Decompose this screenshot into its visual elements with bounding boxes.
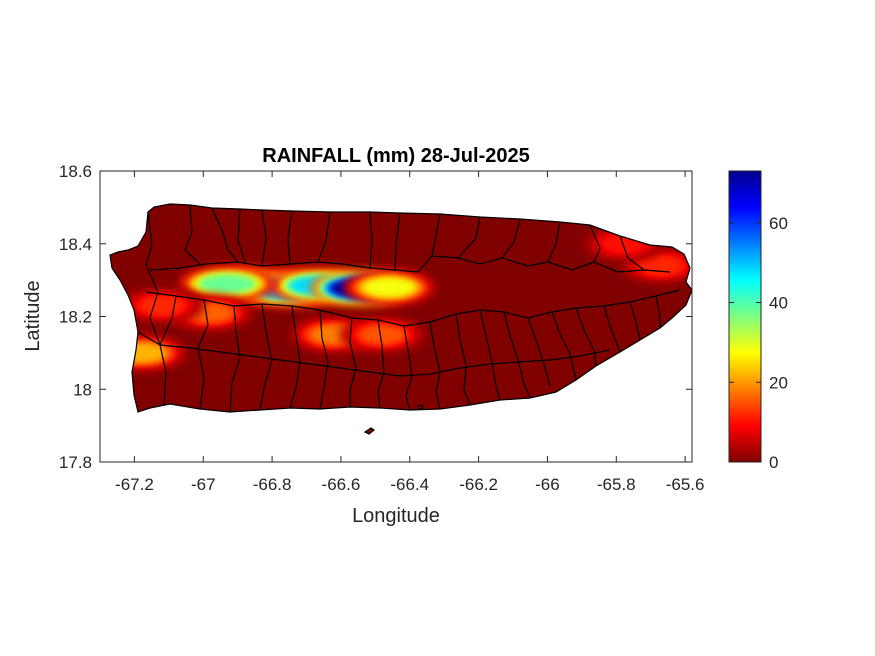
y-tick-label: 18.6 — [59, 162, 92, 181]
rain-cells-layer — [110, 226, 692, 370]
colorbar — [728, 170, 762, 463]
x-tick-label: -66.2 — [459, 475, 498, 494]
rain-cell — [199, 274, 255, 293]
y-axis-ticks: 17.8 18 18.2 18.4 18.6 — [59, 162, 692, 472]
x-tick-label: -67.2 — [115, 475, 154, 494]
x-tick-label: -65.8 — [597, 475, 636, 494]
y-tick-label: 17.8 — [59, 453, 92, 472]
offshore-islet — [417, 404, 424, 410]
colorbar-tick-label: 60 — [769, 214, 788, 233]
municipality-boundaries — [109, 203, 693, 413]
rain-cell — [364, 278, 415, 297]
x-tick-label: -66.4 — [390, 475, 429, 494]
rain-cell — [360, 325, 404, 344]
rain-cell — [140, 296, 183, 315]
x-axis-label: Longitude — [352, 505, 440, 527]
colorbar-tick-label: 20 — [769, 373, 788, 392]
y-tick-label: 18.4 — [59, 235, 92, 254]
rainfall-field — [110, 204, 692, 412]
x-tick-label: -66 — [535, 475, 560, 494]
colorbar-tick-label: 0 — [769, 453, 778, 472]
x-tick-label: -66.6 — [322, 475, 361, 494]
colorbar-ticks: 0 20 40 60 — [729, 214, 788, 472]
x-axis-ticks: -67.2 -67 -66.8 -66.6 -66.4 -66.2 -66 -65.8 -65.… — [115, 171, 704, 494]
y-tick-label: 18.2 — [59, 308, 92, 327]
x-tick-label: -66.8 — [253, 475, 292, 494]
x-tick-label: -67 — [191, 475, 216, 494]
x-tick-label: -65.6 — [666, 475, 705, 494]
y-tick-label: 18 — [73, 380, 92, 399]
offshore-islet — [363, 427, 376, 435]
y-axis-label: Latitude — [22, 280, 44, 351]
chart-title: RAINFALL (mm) 28-Jul-2025 — [262, 145, 529, 167]
colorbar-tick-label: 40 — [769, 294, 788, 313]
